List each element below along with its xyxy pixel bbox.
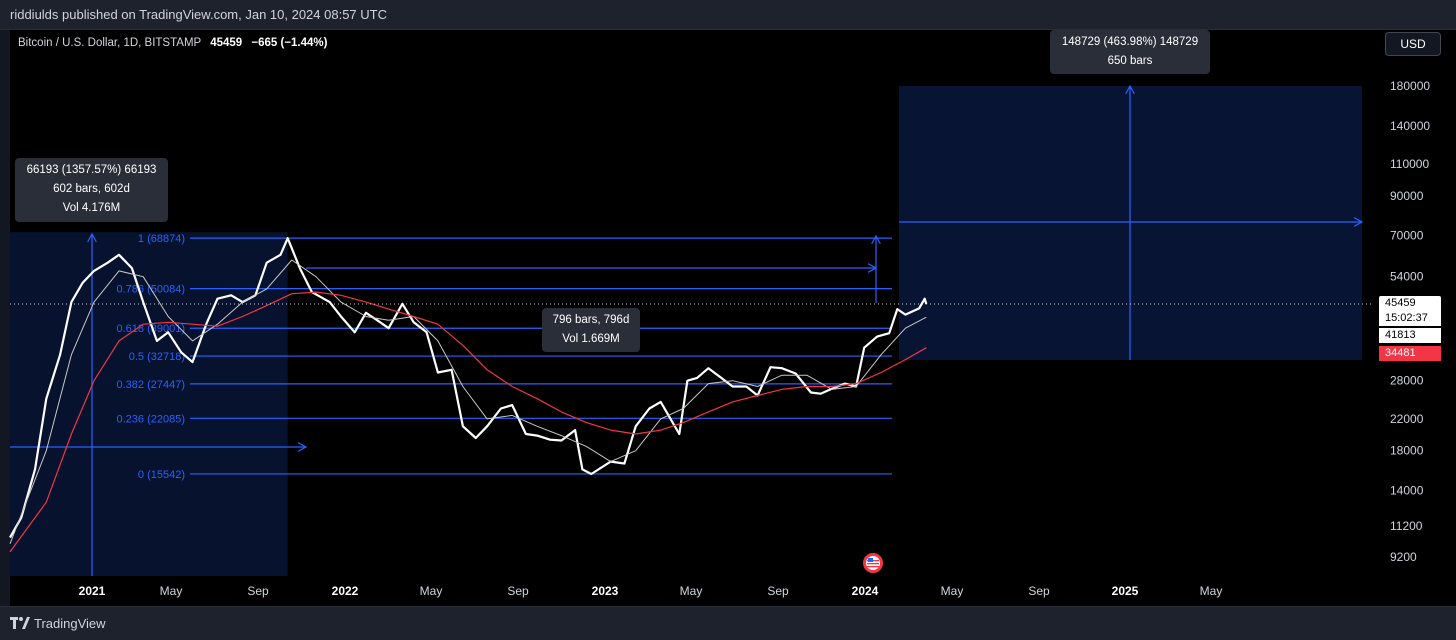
series-ma-short (9, 259, 927, 544)
fib-label-6: 0 (15542) (138, 469, 185, 481)
time-axis-label-7: May (680, 584, 703, 598)
price-axis-tick-10: 14000 (1390, 484, 1424, 498)
price-axis-tick-5: 54000 (1390, 270, 1424, 284)
countdown-tag: 15:02:37 (1379, 311, 1441, 326)
ma-long-tag: 34481 (1379, 346, 1441, 361)
fib-label-4: 0.382 (27447) (117, 379, 186, 391)
symbol-legend: Bitcoin / U.S. Dollar, 1D, BITSTAMP 4545… (18, 37, 327, 49)
ma-long-value: 34481 (1385, 347, 1416, 359)
time-axis-label-1: May (160, 584, 183, 598)
price-axis-tick-11: 11200 (1390, 519, 1423, 533)
measure-arrow-right-vertical-head (1125, 84, 1135, 95)
ma-short-tag: 41813 (1379, 328, 1441, 343)
time-axis-label-4: May (420, 584, 443, 598)
time-axis-label-5: Sep (507, 584, 529, 598)
time-axis-label-3: 2022 (332, 584, 359, 598)
ma-short-value: 41813 (1385, 329, 1416, 341)
current-price-tag: 45459 (1379, 296, 1441, 311)
time-axis-label-6: 2023 (592, 584, 619, 598)
current-price-value: 45459 (1385, 297, 1416, 309)
measure-mid-line2: Vol 1.669M (562, 333, 620, 345)
symbol-change: −665 (−1.44%) (251, 37, 328, 49)
measure-left-line1: 66193 (1357.57%) 66193 (26, 164, 157, 176)
measure-right-line2: 650 bars (1107, 55, 1153, 67)
footer-brand: TradingView (34, 616, 106, 631)
measure-arrow-left-vertical-head (87, 232, 97, 243)
chart-area[interactable] (10, 30, 1456, 606)
time-axis-label-13: May (1200, 584, 1223, 598)
measure-left-line2: 602 bars, 602d (53, 183, 130, 195)
series-ma-long (9, 291, 927, 553)
measure-tooltip-right: 148729 (463.98%) 148729 650 bars (1050, 30, 1210, 74)
countdown-value: 15:02:37 (1385, 312, 1428, 324)
time-axis-label-0: 2021 (79, 584, 106, 598)
price-axis-tick-4: 70000 (1390, 229, 1424, 243)
price-axis-tick-12: 9200 (1390, 550, 1417, 564)
price-axis-tick-7: 28000 (1390, 374, 1424, 388)
time-axis-label-2: Sep (247, 584, 269, 598)
time-axis-label-11: Sep (1028, 584, 1050, 598)
price-axis-tick-9: 18000 (1390, 444, 1424, 458)
time-axis-label-10: May (941, 584, 964, 598)
measure-arrow-left-horizontal-head (297, 442, 308, 452)
price-axis-tick-2: 110000 (1390, 157, 1429, 171)
measure-arrow-mid-horizontal-head (867, 263, 878, 273)
measure-mid-line1: 796 bars, 796d (552, 314, 630, 326)
symbol-price: 45459 (210, 37, 243, 49)
fib-label-0: 1 (68874) (138, 233, 185, 245)
measure-arrow-mid-vertical-head (871, 234, 881, 245)
time-axis-label-12: 2025 (1112, 584, 1139, 598)
symbol-name: Bitcoin / U.S. Dollar, 1D, BITSTAMP (18, 37, 201, 49)
fib-label-3: 0.5 (32718) (129, 351, 185, 363)
measure-left-line3: Vol 4.176M (62, 202, 121, 214)
us-flag-icon (866, 556, 880, 570)
price-axis-tick-3: 90000 (1390, 189, 1424, 203)
time-axis-label-9: 2024 (852, 584, 879, 598)
price-axis-tick-0: 180000 (1390, 79, 1430, 93)
series-price (9, 237, 928, 539)
fib-label-5: 0.236 (22085) (117, 413, 186, 425)
footer: TradingView (0, 606, 1456, 640)
measure-right-line1: 148729 (463.98%) 148729 (1061, 36, 1199, 48)
measure-tooltip-left: 66193 (1357.57%) 66193 602 bars, 602d Vo… (15, 158, 168, 222)
publisher-text: riddiulds published on TradingView.com, … (10, 7, 387, 22)
price-axis-tick-8: 22000 (1390, 412, 1424, 426)
chart-canvas[interactable]: 1 (68874)0.786 (50084)0.618 (39001)0.5 (… (0, 0, 1456, 606)
measure-tooltip-mid: 796 bars, 796d Vol 1.669M (542, 308, 640, 352)
price-axis-tick-1: 140000 (1390, 119, 1430, 133)
tradingview-logo-icon (10, 617, 30, 629)
measure-arrow-right-horizontal-head (1353, 217, 1364, 227)
time-axis-label-8: Sep (767, 584, 789, 598)
currency-button[interactable]: USD (1385, 32, 1441, 56)
flag-icon[interactable] (863, 553, 883, 573)
measure-box-left (10, 232, 288, 577)
publisher-bar: riddiulds published on TradingView.com, … (0, 0, 1456, 30)
